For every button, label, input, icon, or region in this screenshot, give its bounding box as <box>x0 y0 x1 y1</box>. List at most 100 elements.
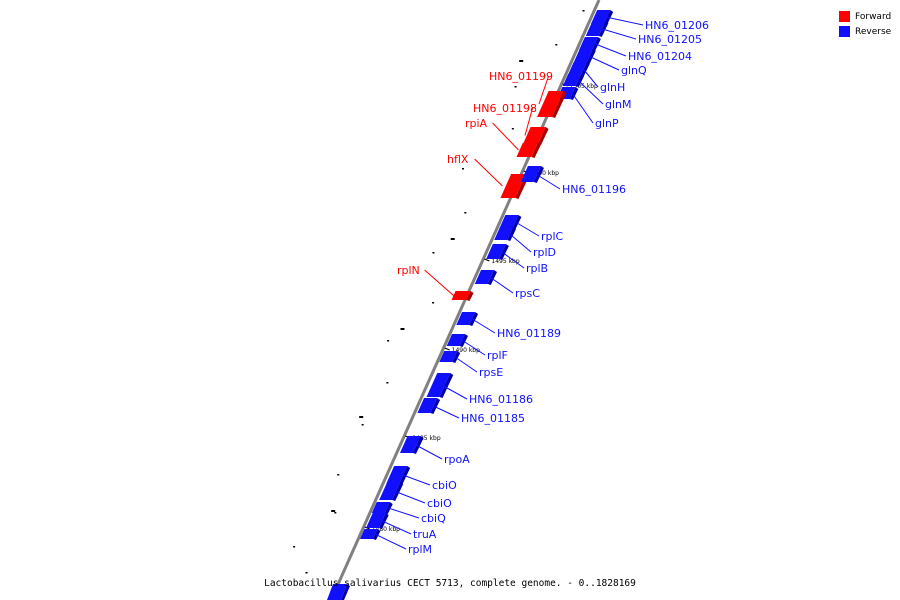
gene-leader <box>524 107 534 136</box>
legend-forward: Forward <box>839 9 891 24</box>
backbone-dot <box>334 512 337 514</box>
gene-block-shade <box>507 227 517 241</box>
backbone-dot <box>432 252 435 254</box>
gene-label: HN6_01204 <box>628 50 692 63</box>
gene-leader <box>474 158 503 187</box>
gene-block-shade <box>469 312 479 326</box>
gene-block <box>426 373 451 397</box>
gene-block-shade <box>399 466 411 484</box>
tick-label: 1505 kbp <box>570 83 598 90</box>
tick-label: 1490 kbp <box>452 347 480 354</box>
gene-block <box>585 21 606 36</box>
gene-rplB <box>486 244 509 260</box>
tick-label: 1485 kbp <box>412 435 440 442</box>
backbone-dash <box>359 416 364 418</box>
gene-HN6_01196 <box>520 166 544 183</box>
forward-swatch <box>839 11 850 22</box>
gene-block <box>417 398 438 413</box>
gene-block-shade <box>452 351 461 363</box>
gene-rpoA <box>399 436 424 454</box>
gene-cbiO <box>379 482 404 501</box>
gene-rpsC <box>474 270 498 285</box>
gene-label: HN6_01196 <box>562 183 626 196</box>
backbone-dot <box>464 212 467 214</box>
gene-leader <box>414 444 443 460</box>
gene-block <box>359 529 378 539</box>
gene-label: cbiQ <box>421 512 446 525</box>
gene-leader <box>600 28 637 40</box>
gene-leader <box>374 533 407 550</box>
gene-label: HN6_01199 <box>489 70 553 83</box>
gene-label: rplD <box>533 246 556 259</box>
gene-block <box>486 244 506 259</box>
tick-label: 1495 kbp <box>491 258 519 265</box>
gene-HN6_01186 <box>426 373 454 398</box>
gene-block <box>590 10 611 24</box>
gene-label: glnM <box>605 98 632 111</box>
gene-block <box>537 91 564 117</box>
backbone-dot <box>293 546 296 548</box>
backbone-dot <box>461 168 464 170</box>
gene-label: HN6_01186 <box>469 393 533 406</box>
gene-block <box>562 74 582 86</box>
legend-reverse: Reverse <box>839 24 891 39</box>
gene-leader <box>605 16 644 26</box>
gene-block-shade <box>459 334 468 347</box>
backbone-dash <box>519 60 524 62</box>
gene-label: rpsC <box>515 287 540 300</box>
tick-mark <box>444 347 450 351</box>
gene-block <box>456 312 476 325</box>
gene-glnM <box>562 74 585 87</box>
backbone-dot <box>514 86 517 88</box>
gene-block <box>439 351 458 362</box>
gene-block <box>474 270 495 284</box>
gene-label: rpsE <box>479 366 503 379</box>
legend: Forward Reverse <box>839 9 891 39</box>
backbone-dot <box>305 572 308 574</box>
gene-leader <box>514 221 540 237</box>
gene-label: rpiA <box>465 117 488 130</box>
gene-cbiO <box>386 466 411 484</box>
gene-rpsE <box>439 351 461 363</box>
gene-block-shade <box>575 74 585 87</box>
gene-rplF <box>446 334 468 347</box>
gene-block <box>522 127 546 144</box>
gene-block <box>366 513 386 528</box>
backbone-dot <box>361 424 364 426</box>
backbone-dash <box>450 238 455 240</box>
gene-leader <box>380 520 412 535</box>
gene-block-shade <box>552 91 567 118</box>
gene-block <box>451 291 471 300</box>
gene-label: cbiO <box>427 497 452 510</box>
gene-label: rplM <box>408 543 432 556</box>
gene-block <box>499 215 519 228</box>
gene-label: rplN <box>397 264 420 277</box>
gene-block <box>399 436 421 453</box>
gene-block <box>494 227 514 240</box>
gene-leader <box>538 75 550 105</box>
gene-leader <box>470 318 496 334</box>
gene-block <box>573 49 593 63</box>
legend-forward-label: Forward <box>855 11 892 22</box>
gene-block <box>520 166 541 182</box>
gene-leader <box>441 384 468 400</box>
gene-rplC <box>499 215 522 229</box>
gene-leader <box>432 405 460 419</box>
gene-glnQ <box>573 49 596 64</box>
backbone-dot <box>511 128 514 130</box>
gene-leader <box>394 490 426 504</box>
gene-block <box>516 143 538 157</box>
gene-label: hflX <box>447 153 469 166</box>
gene-block-shade <box>499 244 509 260</box>
gene-HN6_01198 <box>522 127 549 145</box>
gene-leader <box>401 474 431 486</box>
gene-block <box>500 174 527 198</box>
gene-label: rplB <box>526 262 548 275</box>
gene-HN6_01185 <box>417 398 441 414</box>
gene-leader <box>461 339 486 356</box>
gene-label: rplC <box>541 230 564 243</box>
backbone-dots <box>293 10 585 574</box>
gene-leader <box>424 269 454 296</box>
